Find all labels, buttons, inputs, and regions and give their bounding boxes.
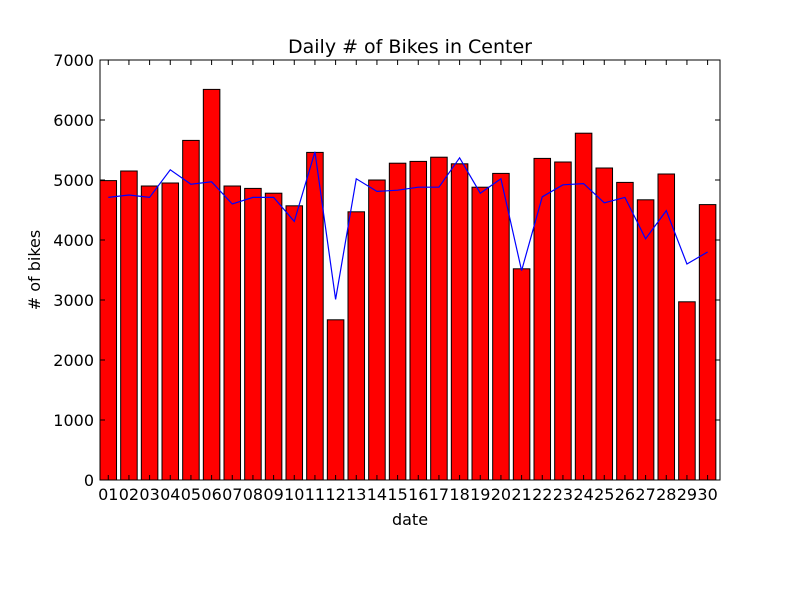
- x-tick-label: 23: [553, 485, 573, 504]
- x-tick-label: 07: [222, 485, 242, 504]
- bar-04: [161, 182, 180, 481]
- x-tick-label: 26: [615, 485, 635, 504]
- x-tick-label: 11: [305, 485, 325, 504]
- bars-layer: [99, 88, 717, 481]
- y-tick-label: 3000: [53, 291, 94, 310]
- bar-03: [140, 185, 159, 481]
- y-tick-label: 7000: [53, 51, 94, 70]
- x-tick-label: 14: [367, 485, 387, 504]
- x-tick-label: 30: [697, 485, 717, 504]
- x-tick-label: 15: [387, 485, 407, 504]
- bar-26: [616, 181, 634, 481]
- bar-07: [223, 185, 242, 481]
- x-tick-label: 02: [119, 485, 139, 504]
- x-axis: 01 02 03 04 05 06 07 08 09 10 11 12 13 14 15 16 17 18 19 20…: [98, 60, 718, 504]
- y-tick-label: 0: [84, 471, 94, 490]
- bar-10: [285, 205, 304, 481]
- bar-01: [99, 180, 118, 481]
- bar-15: [388, 162, 407, 481]
- x-tick-label: 29: [677, 485, 697, 504]
- bar-08: [244, 187, 262, 481]
- bar-14: [368, 179, 386, 481]
- x-tick-label: 25: [594, 485, 614, 504]
- bar-30: [698, 204, 717, 481]
- x-tick-label: 16: [408, 485, 428, 504]
- bar-28: [657, 173, 676, 481]
- x-tick-label: 10: [284, 485, 304, 504]
- x-tick-label: 12: [325, 485, 345, 504]
- y-tick-label: 5000: [53, 171, 94, 190]
- bar-11: [306, 151, 324, 481]
- x-tick-label: 19: [470, 485, 490, 504]
- x-tick-label: 08: [243, 485, 263, 504]
- x-tick-label: 13: [346, 485, 366, 504]
- y-axis: 0 1000 2000 3000 4000 5000 6000 7000: [53, 51, 720, 490]
- x-tick-label: 21: [511, 485, 531, 504]
- bar-06: [202, 88, 221, 481]
- x-tick-label: 06: [201, 485, 221, 504]
- bar-27: [636, 199, 655, 481]
- bar-13: [347, 211, 366, 481]
- x-tick-label: 20: [491, 485, 511, 504]
- x-tick-label: 22: [532, 485, 552, 504]
- bar-20: [492, 172, 510, 481]
- x-tick-label: 09: [263, 485, 283, 504]
- chart-title: Daily # of Bikes in Center: [288, 36, 532, 58]
- x-tick-label: 03: [139, 485, 159, 504]
- bar-23: [554, 161, 572, 481]
- line-layer: [108, 151, 708, 300]
- bar-22: [533, 157, 552, 481]
- x-tick-label: 01: [98, 485, 118, 504]
- x-tick-label: 05: [181, 485, 201, 504]
- y-tick-label: 1000: [53, 411, 94, 430]
- x-tick-label: 04: [160, 485, 180, 504]
- bar-18: [450, 163, 469, 481]
- bar-25: [595, 167, 614, 481]
- bar-24: [574, 132, 593, 481]
- x-tick-label: 27: [635, 485, 655, 504]
- y-axis-label: # of bikes: [25, 230, 44, 310]
- trend-line: [108, 151, 708, 300]
- x-tick-label: 17: [429, 485, 449, 504]
- y-tick-label: 4000: [53, 231, 94, 250]
- y-tick-label: 6000: [53, 111, 94, 130]
- y-tick-label: 2000: [53, 351, 94, 370]
- bar-21: [512, 268, 531, 481]
- x-axis-label: date: [392, 510, 428, 529]
- bar-19: [471, 186, 490, 481]
- x-tick-label: 18: [449, 485, 469, 504]
- plot-frame: [99, 59, 721, 481]
- bar-05: [182, 139, 200, 481]
- x-tick-label: 24: [573, 485, 593, 504]
- bar-17: [430, 156, 448, 481]
- bar-09: [264, 192, 283, 481]
- bar-29: [678, 301, 696, 481]
- bar-12: [326, 319, 345, 481]
- bar-02: [120, 170, 138, 481]
- x-tick-label: 28: [656, 485, 676, 504]
- bar-16: [409, 160, 428, 481]
